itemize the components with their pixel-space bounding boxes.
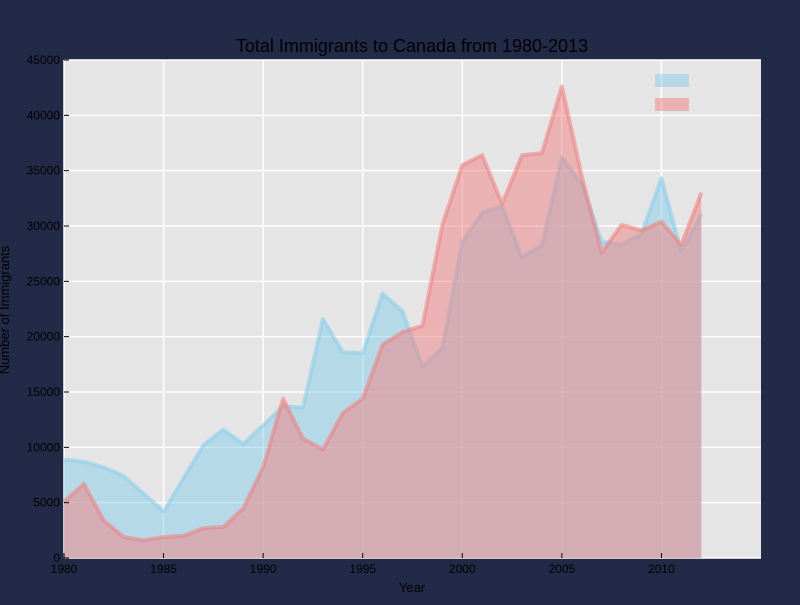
y-tick-label: 35000 [27, 164, 61, 178]
y-axis-ticks: 0 5000 10000 15000 20000 25000 30000 35000 40000… [27, 53, 69, 565]
x-tick-label: 1985 [150, 562, 177, 576]
y-axis-label: Number of Immigrants [0, 245, 12, 374]
x-tick-label: 2010 [648, 562, 675, 576]
y-tick-label: 25000 [27, 274, 61, 288]
chart-title: Total Immigrants to Canada from 1980-201… [236, 36, 588, 56]
x-tick-label: 2000 [449, 562, 476, 576]
y-tick-label: 10000 [27, 440, 61, 454]
y-tick-label: 45000 [27, 53, 61, 67]
x-tick-label: 2005 [549, 562, 576, 576]
y-tick-label: 0 [53, 551, 60, 565]
y-tick-label: 20000 [27, 330, 61, 344]
legend-swatch-series-1 [655, 74, 689, 87]
x-tick-label: 1995 [349, 562, 376, 576]
y-tick-label: 5000 [33, 496, 60, 510]
legend-swatch-series-2 [655, 98, 689, 111]
x-axis-label: Year [399, 580, 426, 595]
y-tick-label: 40000 [27, 108, 61, 122]
y-tick-label: 30000 [27, 219, 61, 233]
x-tick-label: 1990 [250, 562, 277, 576]
y-tick-label: 15000 [27, 385, 61, 399]
